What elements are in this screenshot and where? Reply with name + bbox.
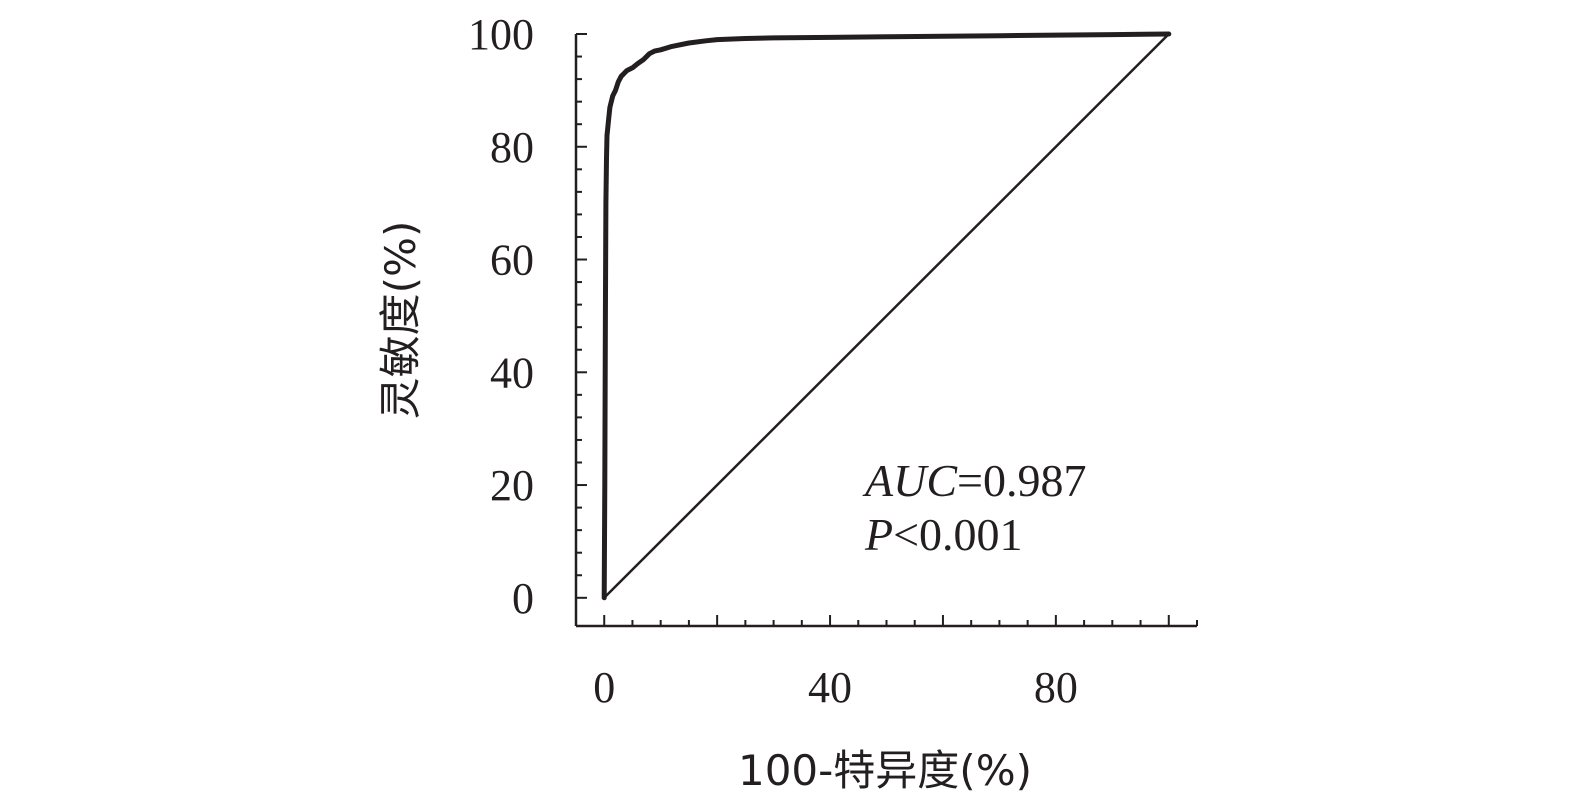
x-axis-title: 100-特异度(%) — [738, 746, 1032, 795]
series-lines — [601, 31, 1172, 601]
auc-value: =0.987 — [957, 455, 1086, 506]
x-tick-label: 40 — [808, 663, 852, 712]
p-label: P — [864, 509, 893, 560]
auc-label: AUC — [862, 455, 958, 506]
x-tick-label: 0 — [593, 663, 615, 712]
y-axis-title: 灵敏度(%) — [376, 221, 425, 420]
y-tick-label: 40 — [490, 348, 534, 397]
p-annotation: P<0.001 — [864, 509, 1023, 560]
y-tick-label: 0 — [512, 574, 534, 623]
y-tick-label: 80 — [490, 123, 534, 172]
x-tick-label: 80 — [1034, 663, 1078, 712]
roc-curve — [601, 31, 1172, 601]
tick-labels: 0 20 40 60 80 100 0 40 80 — [468, 10, 1078, 712]
tick-marks — [576, 33, 1198, 626]
y-tick-label: 100 — [468, 10, 534, 59]
auc-annotation: AUC=0.987 — [862, 455, 1086, 506]
reference-diagonal — [602, 32, 1171, 600]
y-tick-label: 60 — [490, 236, 534, 285]
p-value: <0.001 — [893, 509, 1022, 560]
y-tick-label: 20 — [490, 461, 534, 510]
